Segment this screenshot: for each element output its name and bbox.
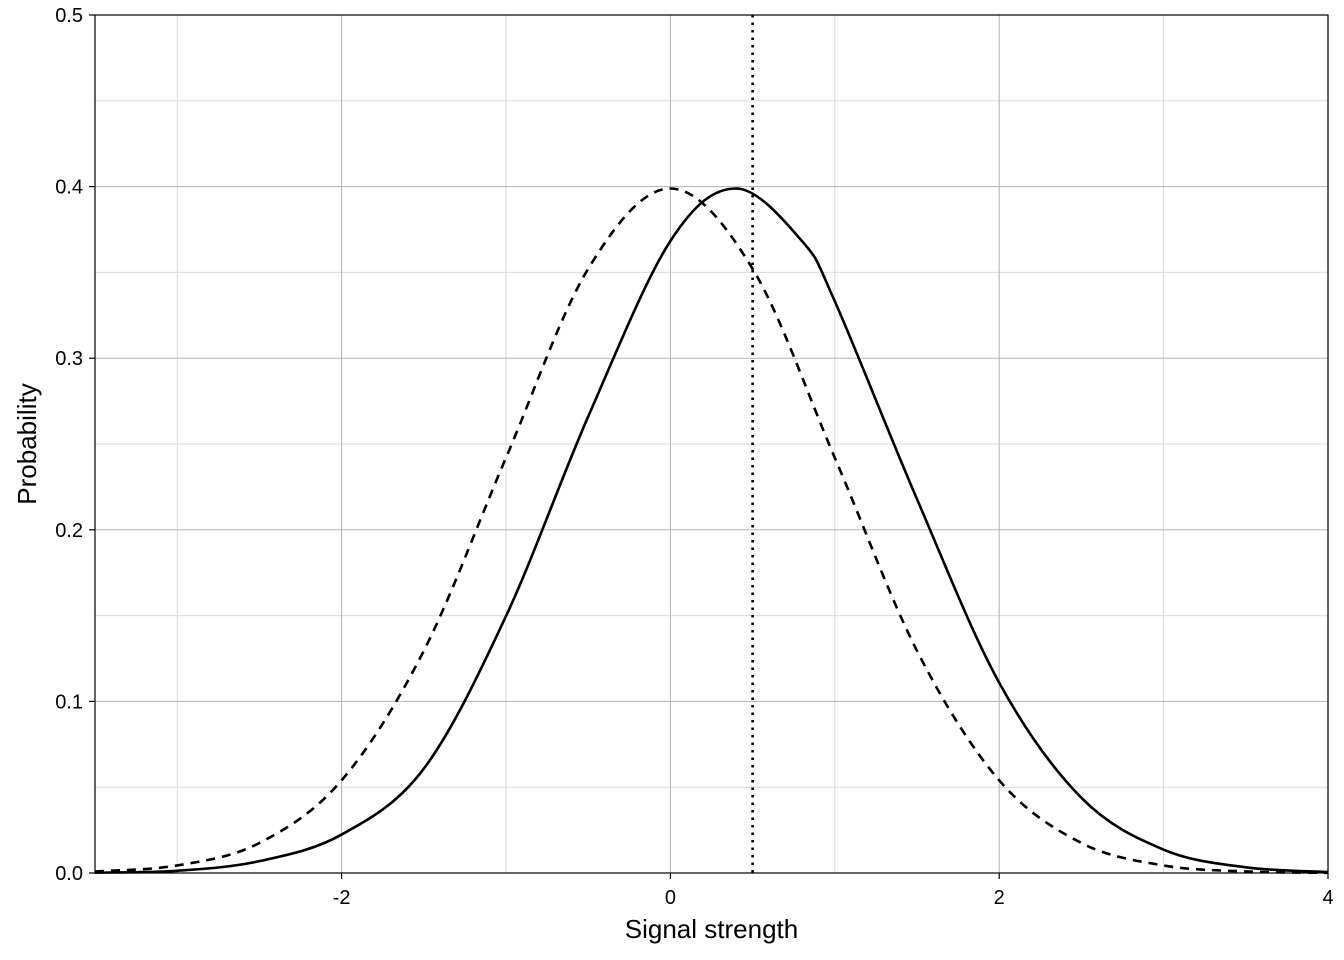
x-tick-label: -2 xyxy=(333,887,351,909)
x-axis-title: Signal strength xyxy=(625,914,798,944)
y-tick-label: 0.5 xyxy=(55,5,83,27)
y-tick-label: 0.0 xyxy=(55,863,83,885)
y-tick-label: 0.1 xyxy=(55,691,83,713)
y-axis-title: Probability xyxy=(12,383,42,504)
series-line-1-dashed xyxy=(94,187,1329,875)
y-tick-label: 0.4 xyxy=(55,177,83,199)
y-tick-label: 0.3 xyxy=(55,348,83,370)
plot-border xyxy=(94,14,1329,874)
x-tick-label: 0 xyxy=(665,887,676,909)
x-tick-label: 4 xyxy=(1322,887,1333,909)
x-tick-label: 2 xyxy=(994,887,1005,909)
series-line-2-solid xyxy=(94,187,1329,874)
y-axis-ticks: 0.0 0.1 0.2 0.3 0.4 0.5 xyxy=(55,5,95,885)
y-tick-label: 0.2 xyxy=(55,520,83,542)
series-layer xyxy=(94,187,1329,875)
x-axis-ticks: -2 0 2 4 xyxy=(333,873,1334,909)
minor-grid xyxy=(95,15,1328,873)
